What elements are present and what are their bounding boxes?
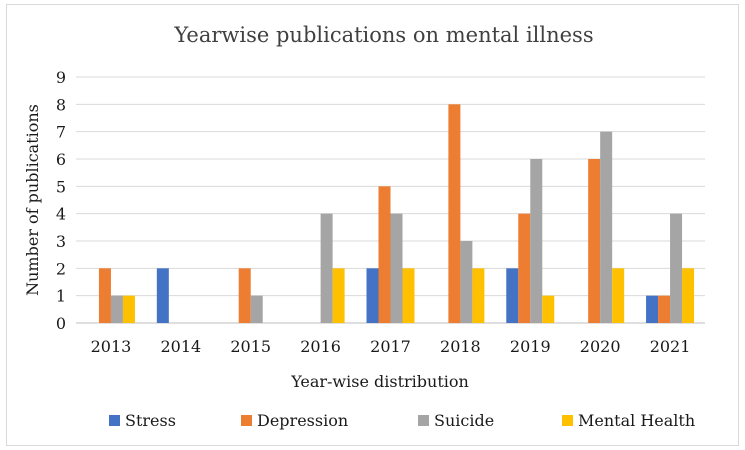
x-tick-label: 2018: [440, 337, 481, 356]
y-tick-label: 5: [56, 177, 66, 196]
bar: [670, 213, 683, 323]
y-tick-label: 4: [56, 205, 66, 224]
x-tick-labels: 2013 2014 2015 2016 2017 2018 2019 2020 2021: [91, 337, 691, 356]
legend: Stress Depression Suicide Mental Health: [109, 411, 695, 430]
x-tick-label: 2019: [510, 337, 551, 356]
y-tick-labels: 0 1 2 3 4 5 6 7 8 9: [56, 68, 66, 333]
legend-label: Suicide: [434, 411, 494, 430]
y-tick-label: 6: [56, 150, 66, 169]
x-tick-label: 2014: [160, 337, 201, 356]
bar: [378, 186, 391, 323]
legend-label: Stress: [125, 411, 176, 430]
x-tick-label: 2020: [580, 337, 621, 356]
bar: [588, 159, 601, 323]
bar: [238, 268, 251, 323]
bar: [646, 295, 659, 323]
bars: [98, 104, 695, 323]
bar: [250, 295, 263, 323]
x-tick-label: 2013: [91, 337, 132, 356]
bar: [506, 268, 519, 323]
y-axis-label: Number of publications: [23, 104, 42, 296]
bar: [518, 213, 531, 323]
y-tick-label: 9: [56, 68, 66, 87]
bar: [402, 268, 415, 323]
bar: [460, 241, 473, 323]
legend-swatch: [109, 415, 120, 426]
bar: [110, 295, 123, 323]
x-tick-label: 2021: [650, 337, 691, 356]
legend-swatch: [241, 415, 252, 426]
bar: [472, 268, 485, 323]
y-tick-label: 3: [56, 232, 66, 251]
bar: [658, 295, 671, 323]
y-tick-label: 8: [56, 95, 66, 114]
x-tick-label: 2015: [230, 337, 271, 356]
bar: [98, 268, 111, 323]
bar: [366, 268, 379, 323]
bar: [600, 131, 613, 323]
bar: [448, 104, 461, 323]
y-tick-label: 1: [56, 287, 66, 306]
x-tick-label: 2016: [300, 337, 341, 356]
y-tick-label: 0: [56, 314, 66, 333]
bar: [542, 295, 555, 323]
bar: [390, 213, 403, 323]
bar: [612, 268, 625, 323]
y-tick-label: 7: [56, 123, 66, 142]
legend-swatch: [418, 415, 429, 426]
bar: [122, 295, 135, 323]
chart-frame: [6, 4, 739, 446]
legend-label: Mental Health: [578, 411, 695, 430]
chart-title: Yearwise publications on mental illness: [173, 23, 593, 47]
legend-label: Depression: [257, 411, 348, 430]
y-tick-label: 2: [56, 259, 66, 278]
legend-swatch: [562, 415, 573, 426]
bar: [320, 213, 333, 323]
bar: [156, 268, 169, 323]
x-tick-label: 2017: [370, 337, 411, 356]
bar: [530, 159, 543, 323]
x-axis-label: Year-wise distribution: [290, 372, 469, 391]
bar: [682, 268, 695, 323]
bar: [332, 268, 345, 323]
